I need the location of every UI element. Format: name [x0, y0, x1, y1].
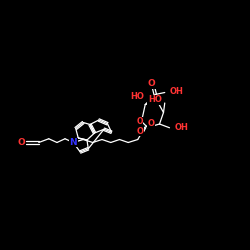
Text: HO: HO: [130, 92, 144, 101]
Text: O: O: [148, 80, 155, 88]
Text: O: O: [18, 138, 26, 147]
Text: OH: OH: [175, 123, 189, 132]
Text: OH: OH: [170, 88, 183, 96]
Text: HO: HO: [148, 96, 162, 104]
Text: O: O: [147, 119, 154, 128]
Text: O: O: [136, 117, 143, 126]
Text: O: O: [137, 127, 144, 136]
Text: N: N: [70, 138, 77, 147]
